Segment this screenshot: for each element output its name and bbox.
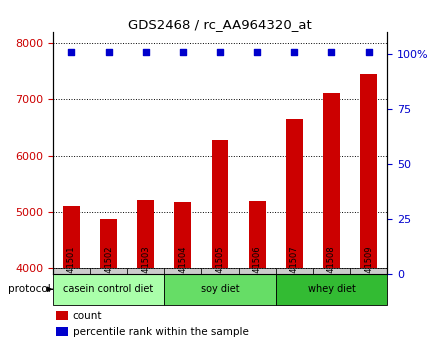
Bar: [276, 268, 313, 274]
Bar: [286, 119, 303, 268]
Bar: [56, 311, 68, 320]
Bar: [90, 268, 127, 274]
Text: GSM141503: GSM141503: [141, 246, 150, 296]
Text: GSM141505: GSM141505: [216, 246, 224, 296]
Point: [105, 49, 112, 55]
Bar: [164, 268, 202, 274]
Text: soy diet: soy diet: [201, 284, 239, 294]
Bar: [249, 201, 265, 268]
Text: GSM141501: GSM141501: [67, 246, 76, 296]
Bar: [53, 268, 90, 274]
Bar: [175, 202, 191, 268]
Bar: [238, 268, 276, 274]
Point: [68, 49, 75, 55]
Text: percentile rank within the sample: percentile rank within the sample: [73, 327, 249, 337]
Bar: [56, 327, 68, 336]
Bar: [323, 93, 340, 268]
Text: GSM141504: GSM141504: [178, 246, 187, 296]
Bar: [127, 268, 164, 274]
Text: GSM141502: GSM141502: [104, 246, 113, 296]
Bar: [276, 274, 387, 305]
Point: [291, 49, 298, 55]
Point: [142, 49, 149, 55]
Bar: [100, 219, 117, 268]
Bar: [360, 74, 377, 268]
Text: GSM141508: GSM141508: [327, 246, 336, 296]
Text: casein control diet: casein control diet: [63, 284, 154, 294]
Bar: [350, 268, 387, 274]
Point: [365, 49, 372, 55]
Point: [216, 49, 224, 55]
Text: GSM141506: GSM141506: [253, 246, 262, 296]
Bar: [212, 140, 228, 268]
Text: GSM141509: GSM141509: [364, 246, 373, 296]
Point: [253, 49, 260, 55]
Text: protocol: protocol: [8, 284, 51, 294]
Title: GDS2468 / rc_AA964320_at: GDS2468 / rc_AA964320_at: [128, 18, 312, 31]
Text: whey diet: whey diet: [308, 284, 356, 294]
Bar: [313, 268, 350, 274]
Bar: [137, 200, 154, 268]
Text: count: count: [73, 310, 103, 321]
Bar: [164, 274, 276, 305]
Bar: [63, 206, 80, 268]
Bar: [202, 268, 238, 274]
Text: GSM141507: GSM141507: [290, 246, 299, 296]
Point: [328, 49, 335, 55]
Bar: [53, 274, 164, 305]
Point: [180, 49, 187, 55]
